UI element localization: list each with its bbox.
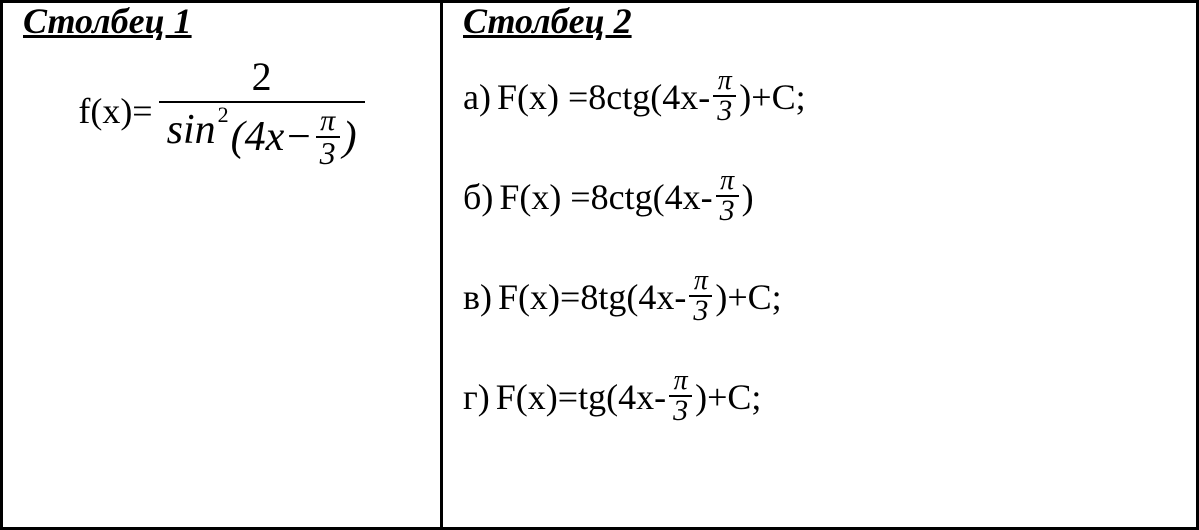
three: 3 xyxy=(669,395,692,426)
three: 3 xyxy=(316,136,340,168)
func: ctg xyxy=(606,76,650,118)
option-v: в) F(x)= 8 tg ( 4x- π 3 ) +C; xyxy=(463,261,1176,333)
tail-plus-C: +C; xyxy=(751,76,805,118)
sin-squared-group: sin 2 ( 4 x − π 3 ) xyxy=(167,107,357,168)
inner-4x-minus: 4x- xyxy=(618,376,666,418)
option-expression: F(x)= tg ( 4x- π 3 ) +C; xyxy=(496,368,762,425)
open-paren: ( xyxy=(606,376,618,418)
func: tg xyxy=(578,376,606,418)
formula-numerator: 2 xyxy=(246,55,278,101)
Fx-lhs: F(x)= xyxy=(496,376,578,418)
exponent-2: 2 xyxy=(218,103,229,127)
inner-4x-minus: 4x- xyxy=(665,176,713,218)
column-1-heading: Столбец 1 xyxy=(23,3,420,39)
option-expression: F(x)= 8 tg ( 4x- π 3 ) +C; xyxy=(498,268,782,325)
pi-over-3: π 3 xyxy=(713,68,736,125)
option-letter: г) xyxy=(463,376,490,418)
option-letter: а) xyxy=(463,76,491,118)
close-paren: ) xyxy=(695,376,707,418)
func: ctg xyxy=(609,176,653,218)
func: tg xyxy=(598,276,626,318)
close-paren: ) xyxy=(739,76,751,118)
tail-plus-C: +C; xyxy=(727,276,781,318)
close-paren: ) xyxy=(715,276,727,318)
close-paren: ) xyxy=(742,176,754,218)
pi-over-3: π 3 xyxy=(716,168,739,225)
four: 4 xyxy=(245,114,266,160)
option-expression: F(x) = 8 ctg ( 4x- π 3 ) +C; xyxy=(497,68,806,125)
var-x: x xyxy=(266,114,285,160)
tail-plus-C: +C; xyxy=(707,376,761,418)
table-container: Столбец 1 f(x)= 2 sin 2 ( 4 x − xyxy=(0,0,1199,530)
minus-sign: − xyxy=(284,114,312,160)
pi-over-3: π 3 xyxy=(316,107,340,168)
func-sin: sin xyxy=(167,107,216,153)
Fx-lhs: F(x) = xyxy=(499,176,590,218)
option-expression: F(x) = 8 ctg ( 4x- π 3 ) xyxy=(499,168,753,225)
formula-denominator: sin 2 ( 4 x − π 3 ) xyxy=(159,101,365,168)
option-letter: в) xyxy=(463,276,492,318)
pi-over-3: π 3 xyxy=(689,268,712,325)
open-paren: ( xyxy=(653,176,665,218)
formula-lhs: f(x)= xyxy=(78,90,152,132)
sin-argument: ( 4 x − π 3 ) xyxy=(231,107,357,168)
formula-fraction: 2 sin 2 ( 4 x − π 3 xyxy=(159,55,365,168)
pi: π xyxy=(318,107,337,136)
option-g: г) F(x)= tg ( 4x- π 3 ) +C; xyxy=(463,361,1176,433)
coef: 8 xyxy=(588,76,606,118)
pi-over-3: π 3 xyxy=(669,368,692,425)
formula: f(x)= 2 sin 2 ( 4 x − π xyxy=(23,55,420,168)
option-letter: б) xyxy=(463,176,493,218)
three: 3 xyxy=(689,295,712,326)
open-paren: ( xyxy=(231,114,245,160)
Fx-lhs: F(x)= xyxy=(498,276,580,318)
close-paren: ) xyxy=(343,114,357,160)
option-b: б) F(x) = 8 ctg ( 4x- π 3 ) xyxy=(463,161,1176,233)
three: 3 xyxy=(713,95,736,126)
open-paren: ( xyxy=(650,76,662,118)
Fx-lhs: F(x) = xyxy=(497,76,588,118)
pi: π xyxy=(716,68,734,95)
pi: π xyxy=(692,268,710,295)
three: 3 xyxy=(716,195,739,226)
open-paren: ( xyxy=(626,276,638,318)
coef: 8 xyxy=(591,176,609,218)
column-1: Столбец 1 f(x)= 2 sin 2 ( 4 x − xyxy=(3,3,443,527)
column-2: Столбец 2 а) F(x) = 8 ctg ( 4x- π 3 ) +C… xyxy=(443,3,1196,527)
option-a: а) F(x) = 8 ctg ( 4x- π 3 ) +C; xyxy=(463,61,1176,133)
inner-4x-minus: 4x- xyxy=(638,276,686,318)
pi: π xyxy=(718,168,736,195)
inner-4x-minus: 4x- xyxy=(662,76,710,118)
coef: 8 xyxy=(580,276,598,318)
column-2-heading: Столбец 2 xyxy=(463,3,1176,39)
pi: π xyxy=(672,368,690,395)
